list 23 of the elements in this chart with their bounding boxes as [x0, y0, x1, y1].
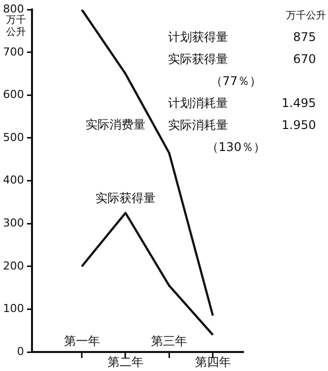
y-tick-label: 200	[3, 259, 24, 272]
y-tick-label: 100	[3, 302, 24, 316]
y-tick-label: 400	[3, 174, 24, 187]
annotation: （77％）	[210, 74, 262, 88]
y-tick-label: 600	[3, 88, 24, 102]
annotation: （130％）	[206, 140, 266, 154]
y-tick-label: 300	[3, 216, 24, 230]
x-tick-label: 第四年	[194, 355, 231, 370]
text: 万千公升	[286, 10, 326, 22]
series-label: 实际消费量	[85, 118, 146, 132]
series-label: 实际获得量	[95, 191, 156, 206]
text: 计划消耗量 1.495	[168, 96, 316, 110]
x-tick-label: 第二年	[107, 355, 144, 370]
y-tick-label: 700	[3, 45, 24, 58]
text: 实际消耗量 1.950	[168, 118, 316, 132]
text: 计划获得量 875	[168, 30, 316, 44]
y-tick-label: 500	[3, 130, 24, 144]
y-axis-title: 万千公升	[6, 14, 26, 38]
x-tick-label: 第三年	[151, 334, 188, 348]
y-tick-label: 800	[3, 2, 24, 16]
y-tick-label: 0	[17, 344, 24, 358]
text: 实际获得量 670	[168, 52, 316, 66]
x-tick-label: 第一年	[64, 334, 100, 348]
